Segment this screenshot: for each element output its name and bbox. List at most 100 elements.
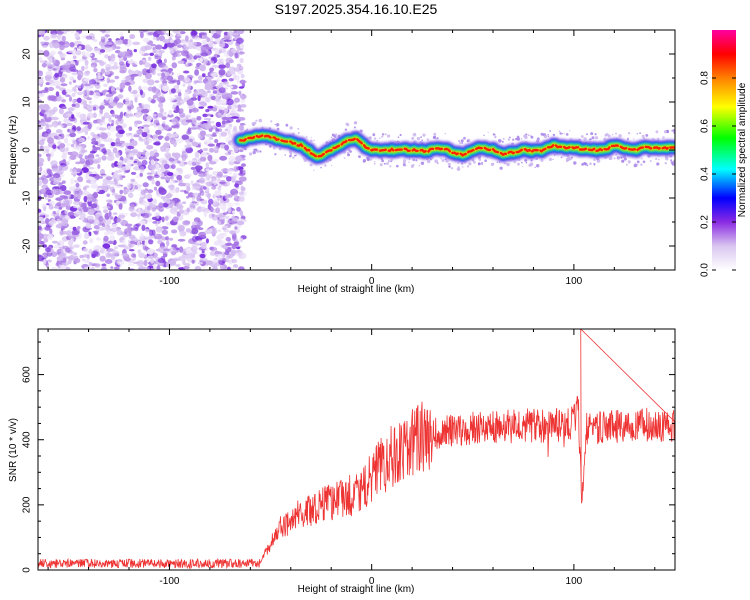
noise-speck (75, 50, 82, 56)
noise-speck (137, 207, 141, 214)
spectrogram-y-axis-label: Frequency (Hz) (8, 116, 19, 185)
noise-speck (210, 95, 216, 101)
ridge-speck (309, 163, 313, 167)
noise-speck (184, 76, 191, 83)
noise-speck (42, 45, 48, 48)
noise-speck (123, 186, 128, 190)
noise-speck (208, 136, 214, 140)
noise-speck (47, 154, 51, 162)
noise-speck (78, 201, 83, 207)
noise-speck (240, 104, 247, 108)
noise-speck (169, 184, 175, 191)
ridge-speck (273, 147, 276, 150)
ridge-core (239, 134, 675, 159)
noise-speck (233, 165, 239, 172)
noise-speck (97, 113, 104, 117)
noise-speck (217, 112, 222, 116)
noise-speck (238, 191, 245, 195)
noise-speck (107, 248, 116, 252)
ridge-speck (473, 160, 476, 164)
noise-speck (64, 209, 69, 215)
noise-speck (219, 181, 226, 184)
noise-speck (229, 85, 234, 89)
noise-speck (38, 233, 44, 239)
ridge-speck (494, 135, 497, 138)
ridge-speck (458, 140, 460, 142)
noise-speck (123, 187, 129, 195)
noise-speck (173, 140, 177, 147)
noise-speck (225, 242, 233, 246)
noise-speck (108, 97, 114, 100)
ridge-speck (633, 163, 638, 168)
noise-speck (233, 125, 237, 132)
noise-speck (63, 137, 69, 144)
x-tick-label: 100 (566, 576, 583, 587)
noise-speck (94, 48, 103, 51)
snr-y-axis-label: SNR (10 * v/v) (8, 418, 19, 482)
ridge-speck (383, 162, 386, 165)
noise-speck (69, 132, 76, 138)
noise-speck (170, 161, 177, 164)
noise-speck (91, 250, 99, 257)
noise-speck (62, 199, 70, 205)
noise-speck (177, 95, 182, 102)
noise-speck (144, 240, 148, 246)
noise-speck (225, 236, 231, 242)
noise-speck (218, 48, 226, 54)
ridge-speck (593, 158, 596, 162)
noise-speck (44, 87, 49, 92)
ridge-speck (384, 133, 387, 136)
noise-speck (57, 242, 61, 246)
noise-speck (193, 80, 198, 85)
noise-speck (93, 225, 100, 230)
noise-speck (59, 143, 66, 149)
noise-speck (147, 79, 155, 86)
ridge-speck (636, 160, 640, 164)
noise-speck (219, 202, 227, 210)
noise-speck (215, 128, 220, 132)
noise-speck (82, 190, 90, 196)
noise-speck (115, 39, 123, 45)
noise-speck (121, 39, 129, 45)
noise-speck (98, 75, 104, 80)
noise-speck (219, 99, 228, 104)
noise-speck (76, 97, 82, 104)
noise-speck (143, 126, 150, 132)
noise-speck (198, 177, 206, 184)
noise-speck (182, 201, 187, 204)
noise-speck (177, 74, 185, 81)
x-tick-label: 0 (369, 576, 375, 587)
noise-speck (115, 119, 120, 126)
noise-speck (52, 181, 60, 185)
noise-speck (205, 181, 213, 187)
noise-speck (154, 80, 160, 83)
noise-speck (160, 69, 169, 73)
noise-speck (86, 97, 93, 101)
noise-speck (240, 186, 246, 192)
ridge-speck (623, 157, 627, 161)
noise-speck (68, 96, 73, 102)
noise-speck (168, 157, 175, 162)
noise-speck (65, 204, 71, 211)
noise-speck (140, 31, 144, 39)
noise-speck (178, 168, 184, 175)
ridge-speck (622, 160, 625, 162)
noise-speck (205, 238, 209, 244)
noise-speck (78, 45, 82, 50)
noise-speck (43, 259, 47, 265)
ridge-speck (621, 159, 625, 163)
noise-speck (129, 249, 135, 252)
noise-speck (38, 30, 46, 35)
noise-speck (115, 200, 121, 205)
noise-speck (150, 159, 155, 166)
noise-speck (98, 59, 103, 64)
noise-speck (237, 104, 242, 111)
noise-speck (220, 131, 228, 137)
noise-speck (105, 251, 112, 258)
snr-panel: -100 0 100 0 200 400 600 Height of straight li… (8, 328, 676, 595)
noise-speck (202, 44, 209, 48)
ridge-speck (633, 138, 635, 140)
noise-speck (83, 195, 88, 203)
